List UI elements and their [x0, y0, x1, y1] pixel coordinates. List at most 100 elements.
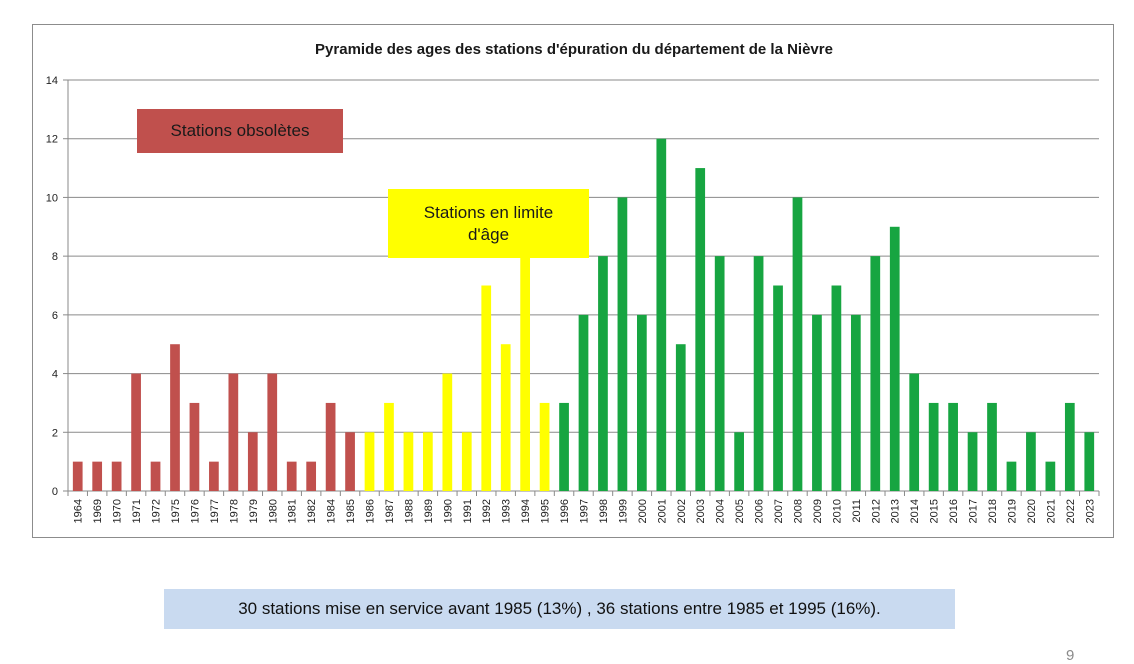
xtick-label-1995: 1995 — [540, 499, 552, 523]
xtick-label-2005: 2005 — [734, 499, 746, 523]
chart-title: Pyramide des ages des stations d'épurati… — [315, 41, 833, 58]
ytick-label-8: 8 — [52, 251, 58, 263]
bar-2003 — [695, 168, 706, 492]
ytick-label-14: 14 — [46, 75, 58, 87]
xtick-label-1978: 1978 — [228, 499, 240, 523]
bar-1984 — [325, 402, 336, 491]
bar-1970 — [111, 461, 122, 491]
bar-2014 — [909, 373, 920, 491]
bar-2012 — [870, 256, 881, 491]
ytick-label-10: 10 — [46, 192, 58, 204]
xtick-label-1990: 1990 — [442, 499, 454, 523]
xtick-label-2019: 2019 — [1006, 499, 1018, 523]
xtick-label-2010: 2010 — [831, 499, 843, 523]
bar-2015 — [928, 402, 939, 491]
bar-2021 — [1045, 461, 1056, 491]
xtick-label-2023: 2023 — [1084, 499, 1096, 523]
xtick-label-1986: 1986 — [365, 499, 377, 523]
bar-2010 — [831, 285, 842, 491]
xtick-label-1979: 1979 — [248, 499, 260, 523]
bar-2001 — [656, 138, 667, 491]
xtick-label-2011: 2011 — [851, 499, 863, 523]
bar-1977 — [209, 461, 219, 491]
xtick-label-2012: 2012 — [870, 499, 882, 523]
xtick-label-1987: 1987 — [384, 499, 396, 523]
bar-1979 — [247, 432, 258, 491]
bar-1980 — [267, 373, 278, 491]
bar-1981 — [286, 461, 297, 491]
bar-2018 — [987, 402, 997, 491]
xtick-label-2003: 2003 — [695, 499, 707, 523]
xtick-label-1969: 1969 — [92, 499, 104, 523]
bar-2002 — [675, 344, 686, 491]
bar-1993 — [500, 344, 511, 491]
bar-1978 — [228, 373, 239, 491]
bar-2023 — [1084, 432, 1095, 491]
annotation-age-limit-stations: Stations en limite d'âge — [388, 189, 589, 258]
bar-2016 — [948, 402, 958, 491]
xtick-label-1994: 1994 — [520, 499, 532, 523]
ytick-label-4: 4 — [52, 369, 58, 381]
bar-layer — [72, 138, 1095, 492]
bar-2009 — [812, 314, 822, 491]
footer-summary-note: 30 stations mise en service avant 1985 (… — [164, 589, 955, 629]
bar-1998 — [598, 256, 608, 491]
bar-2011 — [850, 314, 861, 491]
bar-1971 — [131, 373, 141, 491]
ytick-label-12: 12 — [46, 134, 58, 146]
bar-1986 — [364, 432, 375, 491]
xtick-label-1985: 1985 — [345, 499, 357, 523]
bar-2004 — [714, 256, 725, 491]
bar-1969 — [92, 461, 103, 491]
xtick-label-1972: 1972 — [151, 499, 163, 523]
xtick-label-1976: 1976 — [189, 499, 201, 523]
annotation-obsolete-stations: Stations obsolètes — [137, 109, 343, 153]
bar-1975 — [170, 344, 180, 491]
bar-1988 — [403, 432, 414, 491]
xtick-label-1977: 1977 — [209, 499, 221, 523]
bar-1976 — [189, 402, 200, 491]
xtick-label-2016: 2016 — [948, 499, 960, 523]
bar-2006 — [753, 256, 764, 491]
ytick-label-6: 6 — [52, 310, 58, 322]
xtick-label-1998: 1998 — [598, 499, 610, 523]
xtick-label-1992: 1992 — [481, 499, 493, 523]
xtick-label-1999: 1999 — [617, 499, 629, 523]
ytick-label-2: 2 — [52, 427, 58, 439]
xtick-label-2006: 2006 — [754, 499, 766, 523]
bar-1995 — [539, 402, 550, 491]
bar-2017 — [967, 432, 978, 491]
ytick-label-0: 0 — [52, 486, 58, 498]
bar-2005 — [734, 432, 744, 491]
xtick-label-2000: 2000 — [637, 499, 649, 523]
xtick-label-2017: 2017 — [968, 499, 980, 523]
xtick-label-2013: 2013 — [890, 499, 902, 523]
bar-1964 — [72, 461, 83, 491]
bar-1972 — [150, 461, 161, 491]
xtick-label-1971: 1971 — [131, 499, 143, 523]
xtick-label-1997: 1997 — [579, 499, 591, 523]
xtick-label-2002: 2002 — [676, 499, 688, 523]
bar-1985 — [345, 432, 355, 491]
xtick-label-1964: 1964 — [73, 499, 85, 523]
bar-1987 — [384, 402, 394, 491]
chart-svg: Pyramide des ages des stations d'épurati… — [46, 41, 1100, 523]
bar-2022 — [1064, 402, 1075, 491]
xtick-label-2004: 2004 — [715, 499, 727, 523]
bar-1991 — [461, 432, 472, 491]
xtick-label-2007: 2007 — [773, 499, 785, 523]
bar-2013 — [889, 226, 900, 492]
xtick-label-2008: 2008 — [792, 499, 804, 523]
bar-2020 — [1026, 432, 1036, 491]
xtick-label-2018: 2018 — [987, 499, 999, 523]
xtick-label-2009: 2009 — [812, 499, 824, 523]
xtick-label-1984: 1984 — [326, 499, 338, 523]
xtick-label-1981: 1981 — [287, 499, 299, 523]
bar-1994 — [520, 256, 531, 491]
xtick-label-1993: 1993 — [501, 499, 513, 523]
xtick-layer: 1964 1969 1970 1971 1972 1975 1976 1977 1978 1979… — [67, 491, 1100, 523]
xtick-label-1988: 1988 — [403, 499, 415, 523]
xtick-label-2022: 2022 — [1065, 499, 1077, 523]
xtick-label-1991: 1991 — [462, 499, 474, 523]
xtick-label-2001: 2001 — [656, 499, 668, 523]
